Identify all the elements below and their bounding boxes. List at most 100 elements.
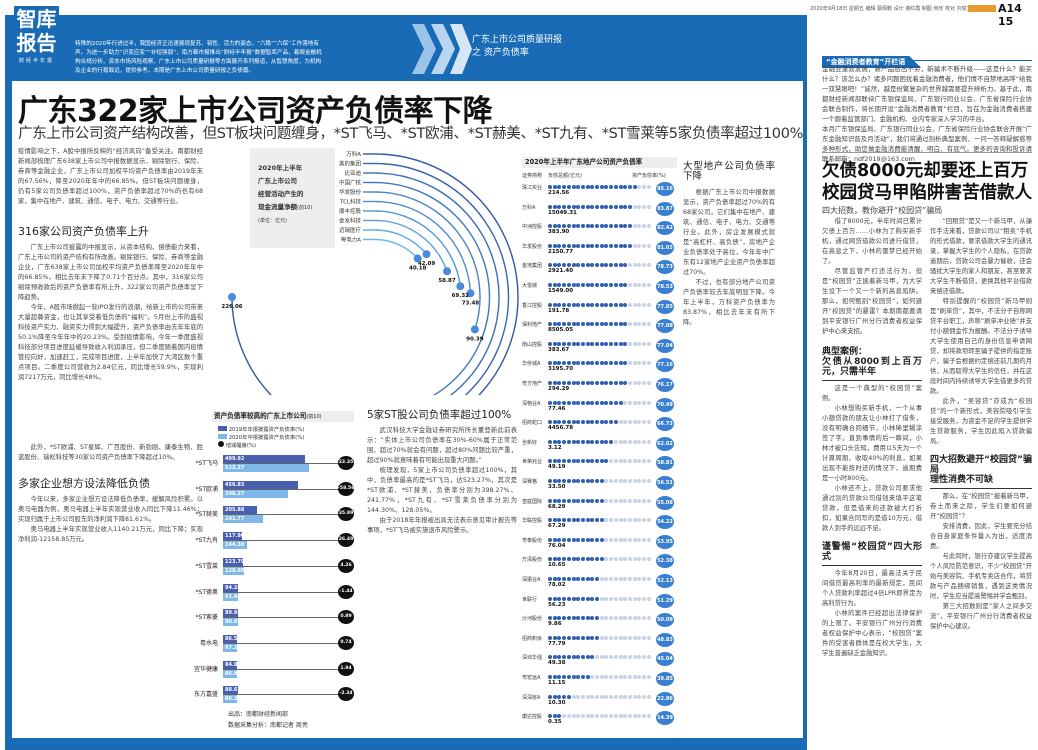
realty-dot <box>637 616 642 621</box>
realty-debt-value: 191.78 <box>548 307 570 314</box>
realty-dot <box>637 283 642 287</box>
realty-dot <box>590 400 595 405</box>
realty-dot <box>632 714 637 719</box>
realty-dot <box>562 243 567 248</box>
realty-dot <box>590 224 595 229</box>
realty-dot <box>585 341 590 346</box>
realty-dot <box>618 537 623 542</box>
realty-dot <box>552 400 557 405</box>
realty-dot <box>604 616 609 621</box>
st-guide-line <box>223 617 341 619</box>
realty-dot <box>618 381 623 385</box>
realty-dot <box>642 263 646 268</box>
realty-dot <box>627 439 632 444</box>
realty-dot <box>548 302 552 307</box>
realty-dot <box>585 224 590 229</box>
st-change-badge: 35.89 <box>338 507 354 522</box>
realty-dot <box>571 381 576 385</box>
radial-value-label: 90.39 <box>466 336 484 342</box>
realty-dot <box>627 459 632 464</box>
radial-value-label: 42.09 <box>418 261 436 267</box>
realty-dot <box>552 616 557 621</box>
realty-dot <box>618 361 623 366</box>
realty-dot <box>618 283 623 287</box>
realty-debt-value: 56.23 <box>548 601 566 608</box>
realty-dot <box>580 204 585 209</box>
realty-dot <box>642 596 646 601</box>
realty-dot <box>571 185 576 189</box>
realty-dot <box>642 459 646 464</box>
realty-dot <box>562 518 567 523</box>
realty-dot <box>552 185 557 189</box>
realty-dot <box>613 400 618 405</box>
realty-debt-value: 78.02 <box>548 582 566 588</box>
st-guide-line <box>223 463 341 464</box>
realty-dot <box>627 537 632 542</box>
realty-dot <box>580 616 585 621</box>
realty-dot <box>604 498 609 503</box>
realty-dot <box>595 224 599 229</box>
realty-dot <box>562 439 567 444</box>
realty-dot <box>557 243 562 248</box>
realty-dot <box>566 714 571 719</box>
realty-dot <box>599 185 604 189</box>
realty-row: 南山控股 383.67 77.04 <box>520 338 680 359</box>
realty-dot <box>562 635 567 640</box>
realty-dot <box>613 675 618 679</box>
realty-row: 粤泰股份 76.04 53.95 <box>520 534 680 555</box>
realty-dot <box>604 400 609 405</box>
st-bar-2020: 241.77 <box>223 515 263 524</box>
realty-dot <box>595 518 599 523</box>
realty-dot <box>562 400 567 405</box>
realty-dot <box>627 518 632 523</box>
realty-dot <box>623 655 628 660</box>
realty-dot <box>548 420 552 425</box>
realty-dot <box>585 479 590 483</box>
realty-dot <box>613 616 618 621</box>
realty-dot <box>548 341 552 346</box>
realty-dot <box>632 243 637 248</box>
realty-debt-value: 11.15 <box>548 680 566 686</box>
realty-dot <box>571 439 576 444</box>
realty-dot <box>548 283 552 287</box>
realty-dot <box>632 459 637 464</box>
radial-category-label: 万科A <box>346 150 361 158</box>
realty-dot <box>627 694 632 699</box>
page-title: 广东322家上市公司资产负债率下降 <box>18 94 493 129</box>
realty-dot <box>571 341 576 346</box>
realty-rate-badge: 50.09 <box>656 613 674 628</box>
realty-dot <box>632 577 637 581</box>
realty-dot <box>623 224 628 229</box>
realty-dot <box>632 204 637 209</box>
realty-dot <box>580 439 585 444</box>
realty-column: 大型地产公司负债率下降 根据广东上市公司中报数据显示，资产负债率超过70%的有6… <box>683 161 775 327</box>
realty-dot <box>627 557 632 562</box>
realty-dot <box>609 596 614 601</box>
realty-dot <box>576 381 581 385</box>
st-bar-2019: 94.28 <box>223 583 241 592</box>
realty-debt-value: 33.50 <box>548 484 566 490</box>
realty-dot <box>566 479 571 483</box>
realty-dot <box>637 498 642 503</box>
legend: 2019年年报披露资产负债率(%) 2020年中报披露资产负债率(%) 增减幅度… <box>218 425 304 449</box>
realty-dot <box>566 635 571 640</box>
realty-dot <box>613 714 618 719</box>
realty-dot <box>548 714 552 719</box>
realty-dot <box>590 204 595 209</box>
realty-dot <box>604 577 609 581</box>
realty-dot <box>642 616 646 621</box>
realty-debt-value: 2921.40 <box>548 268 574 275</box>
realty-dot <box>557 263 562 268</box>
realty-rate-badge: 14.39 <box>656 711 674 726</box>
realty-dot <box>637 635 642 640</box>
realty-dot <box>604 557 609 562</box>
st-bar-2019: 205.88 <box>223 506 257 515</box>
realty-dot <box>548 596 552 601</box>
realty-dot <box>604 459 609 464</box>
realty-dot <box>571 243 576 248</box>
realty-dot <box>637 537 642 542</box>
realty-dot <box>637 381 642 385</box>
realty-debt-value: 1549.00 <box>548 288 574 294</box>
realty-dot <box>613 185 618 189</box>
realty-dot <box>557 479 562 483</box>
